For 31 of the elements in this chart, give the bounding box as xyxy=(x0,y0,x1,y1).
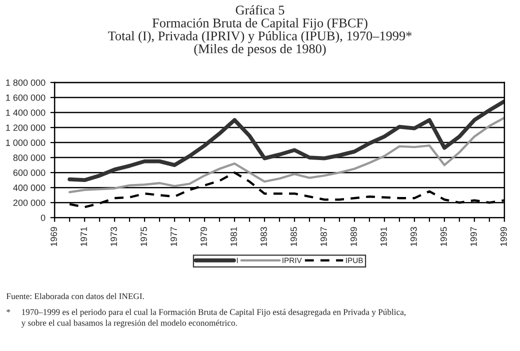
x-tick-label: 1993 xyxy=(410,227,417,246)
chart-title: Gráfica 5 Formación Bruta de Capital Fijo (FBCF) Total (I), Privada (IPRIV) y Pública (IPUB), 1970–1999* (Miles de pesos de 1980) xyxy=(108,5,412,56)
text: * 1970–1999 es el periodo para el cual la Formación Bruta de Capital Fijo está desagregada en Privada y Pública, y sobre el cual basamos la regresión del modelo econométrico. xyxy=(6,308,406,328)
x-tick-label: 1997 xyxy=(470,227,477,246)
x-tick-label: 1995 xyxy=(440,227,447,246)
y-tick-label: 1 800 000 xyxy=(6,79,46,86)
line-series xyxy=(68,116,504,194)
x-tick-label: 1977 xyxy=(170,227,177,246)
x-tick-label: 1973 xyxy=(110,227,117,246)
y-tick-label: 400 000 xyxy=(13,184,46,191)
x-tick-label: 1987 xyxy=(320,227,327,246)
y-tick-label: 200 000 xyxy=(13,200,46,206)
x-tick-label: 1981 xyxy=(230,227,237,246)
x-tick-label: 1989 xyxy=(350,227,357,246)
y-tick-label: 1 400 000 xyxy=(6,109,46,116)
y-tick-label: 0 xyxy=(40,214,46,221)
y-tick-label: 600 000 xyxy=(13,170,46,176)
y-tick-label: 1 200 000 xyxy=(6,124,46,131)
x-tick-label: 1991 xyxy=(380,227,387,246)
line-series xyxy=(68,99,504,182)
x-tick-label: 1979 xyxy=(200,227,207,246)
x-tick-label: 1983 xyxy=(260,227,267,246)
x-tick-label: 1999 xyxy=(500,227,507,246)
y-tick-label: 1 000 000 xyxy=(6,140,46,146)
x-tick-label: 1975 xyxy=(140,227,147,246)
x-tick-label: 1969 xyxy=(50,227,58,246)
y-tick-label: 1 600 000 xyxy=(6,94,46,101)
x-tick-label: 1985 xyxy=(290,227,297,246)
source-note: Fuente: Elaborada con datos del INEGI. xyxy=(6,293,144,300)
y-tick-label: 800 000 xyxy=(13,154,46,161)
x-tick-label: 1971 xyxy=(80,227,88,246)
